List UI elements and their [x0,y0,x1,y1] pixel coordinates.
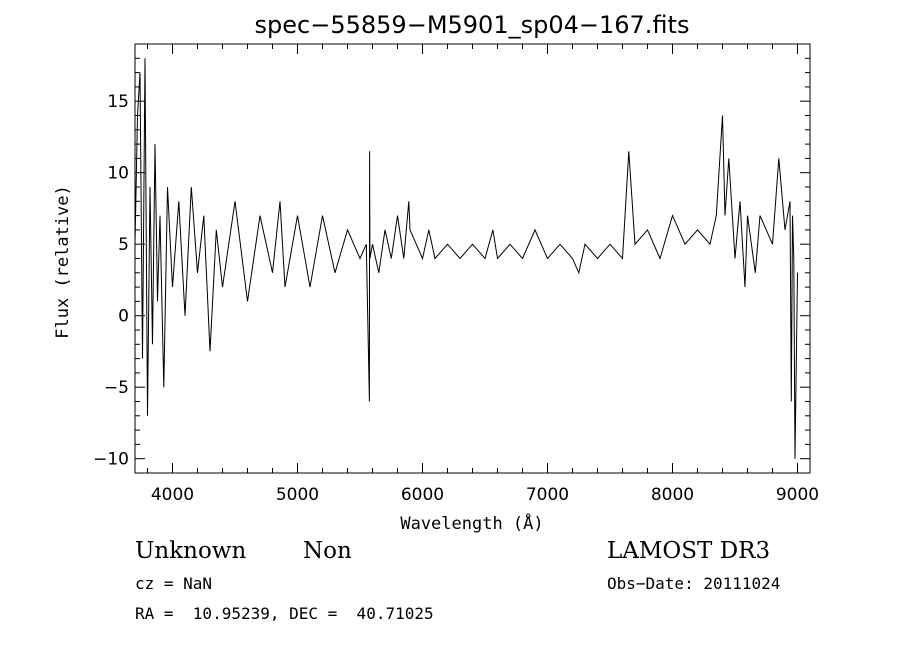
object-subtype: Non [303,538,352,564]
x-tick-label: 9000 [776,485,819,505]
observation-date: Obs−Date: 20111024 [607,574,781,593]
survey-name: LAMOST DR3 [607,538,771,564]
y-tick-label: 0 [118,307,129,327]
object-type: Unknown [135,538,247,564]
spectrum-line [134,58,798,459]
x-tick-label: 5000 [276,485,319,505]
chart-title: spec−55859−M5901_sp04−167.fits [255,11,690,39]
x-tick-label: 4000 [151,485,194,505]
y-tick-label: 10 [107,164,129,184]
y-tick-label: 5 [118,235,129,255]
x-tick-label: 7000 [526,485,569,505]
redshift-cz: cz = NaN [135,574,213,593]
y-axis-ticks [135,57,810,460]
x-axis-ticks [147,44,798,473]
y-tick-label: −10 [93,450,129,470]
x-tick-label: 6000 [401,485,444,505]
y-tick-label: 15 [107,92,129,112]
x-tick-label: 8000 [651,485,694,505]
y-axis-label: Flux (relative) [53,185,73,339]
coordinates: RA = 10.95239, DEC = 40.71025 [135,604,434,623]
y-axis-tick-labels: −10 −5 0 5 10 15 [93,92,129,470]
y-tick-label: −5 [104,378,129,398]
x-axis-tick-labels: 4000 5000 6000 7000 8000 9000 [151,485,819,505]
plot-frame [134,43,811,474]
x-axis-label: Wavelength (Å) [400,512,543,534]
